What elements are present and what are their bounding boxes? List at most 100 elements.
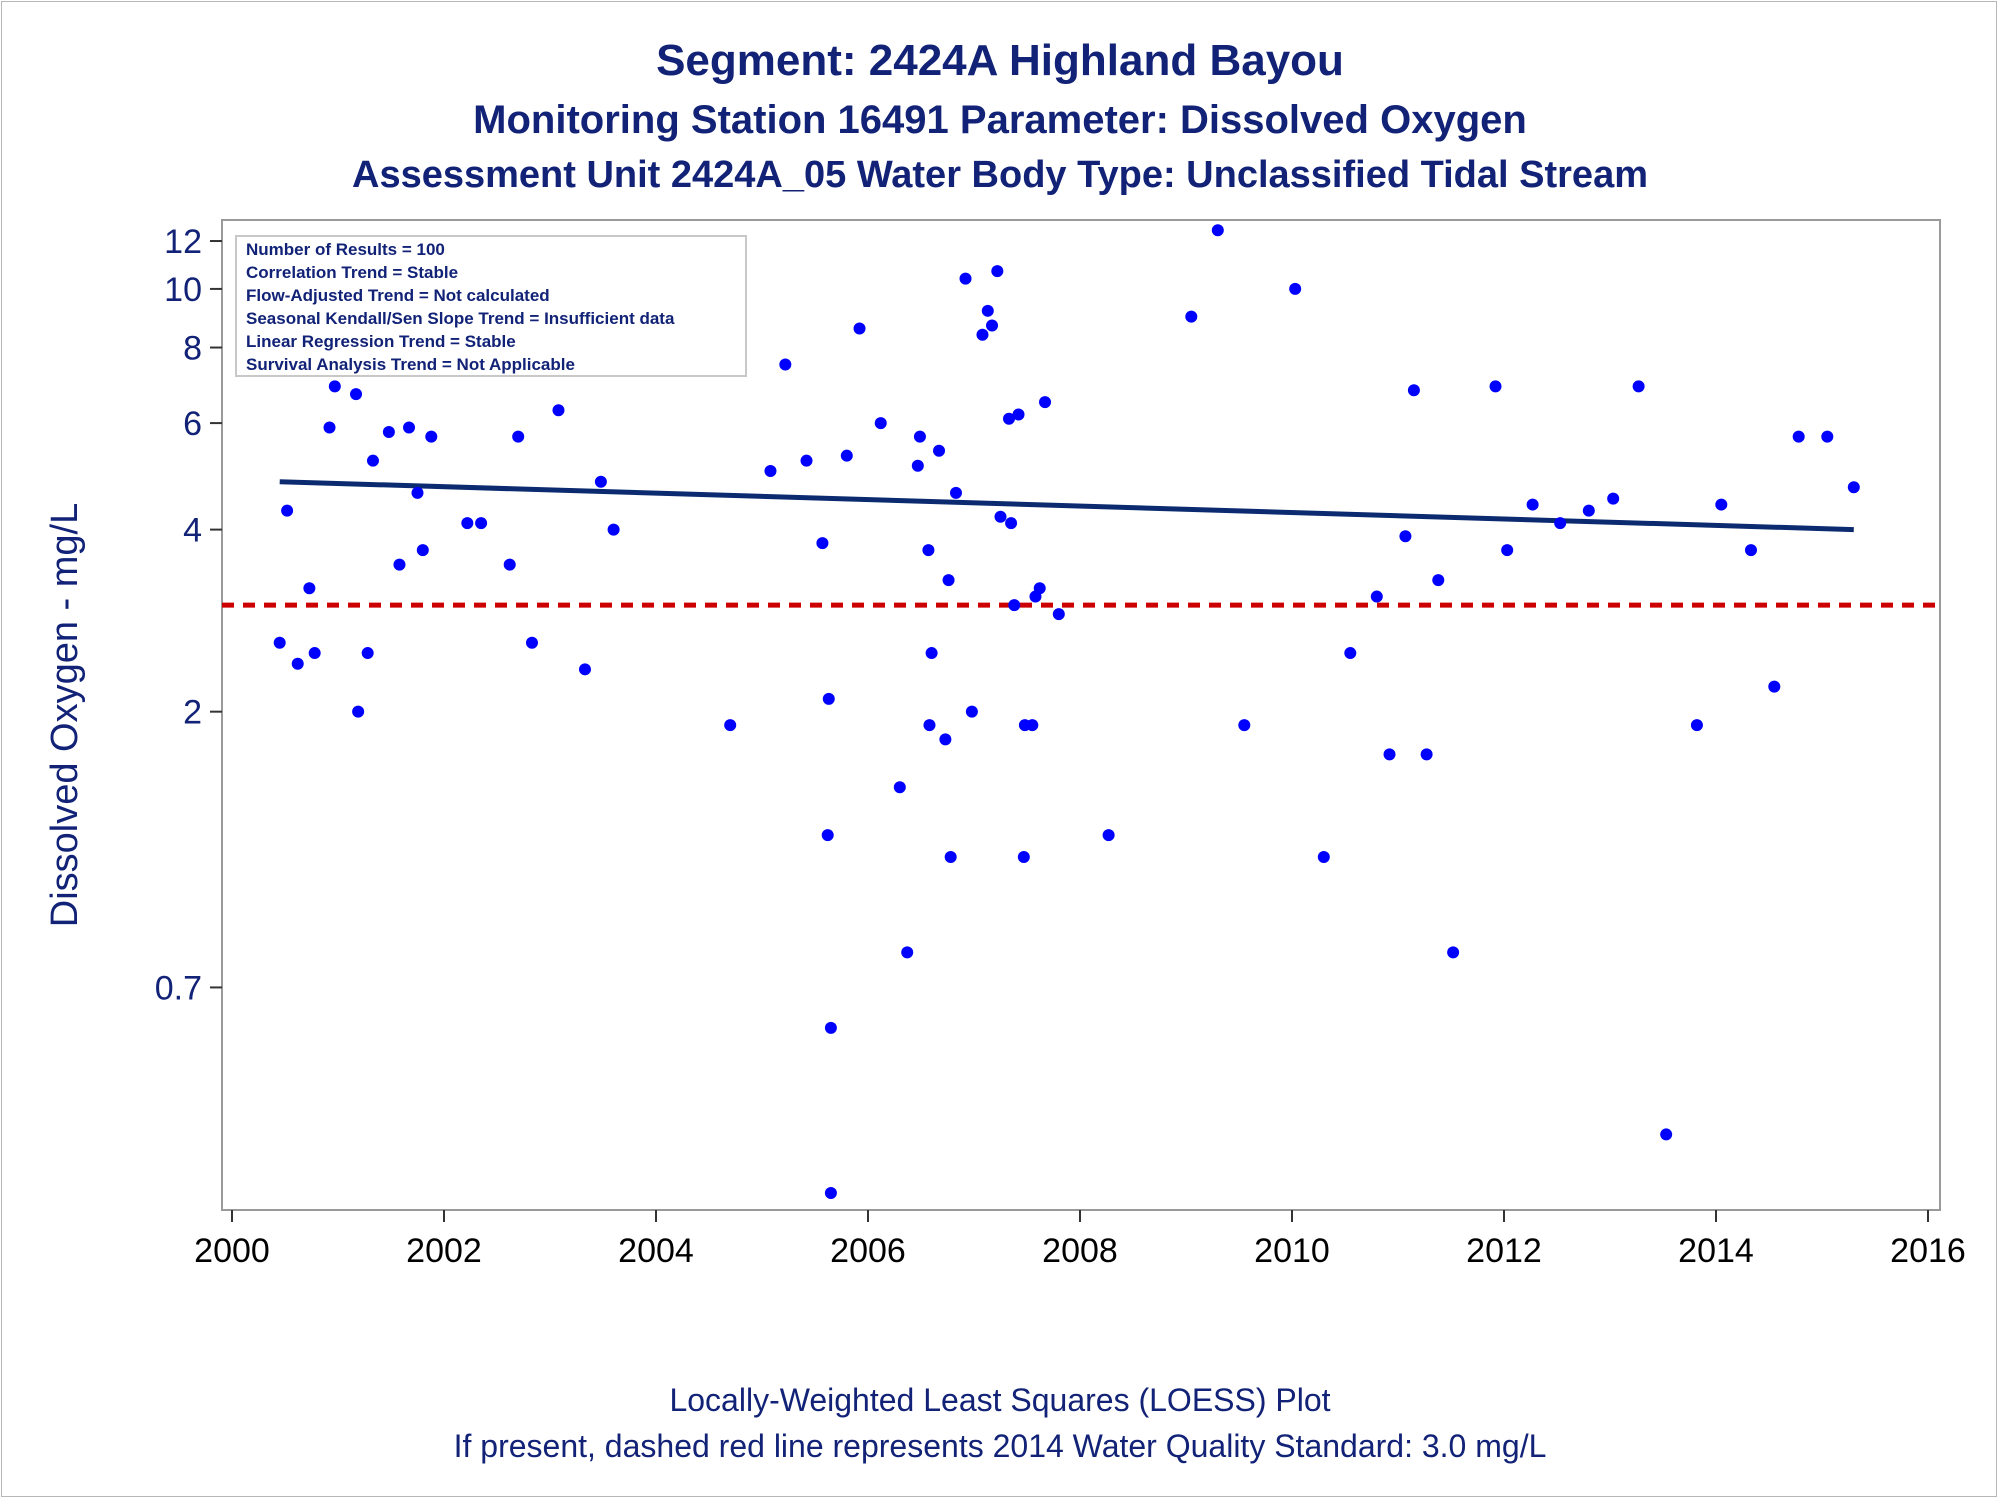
data-point xyxy=(1407,384,1420,397)
data-point xyxy=(350,388,363,401)
data-point xyxy=(1447,946,1460,959)
data-point xyxy=(425,430,438,443)
data-point xyxy=(824,1021,837,1034)
stats-line-seasonal-kendall: Seasonal Kendall/Sen Slope Trend = Insuf… xyxy=(246,309,675,328)
data-point xyxy=(933,444,946,457)
data-point xyxy=(949,486,962,499)
y-tick-label: 6 xyxy=(183,405,202,443)
data-point xyxy=(512,430,525,443)
y-tick-label: 4 xyxy=(183,512,202,550)
stats-line-results: Number of Results = 100 xyxy=(246,240,445,259)
data-point xyxy=(1792,430,1805,443)
data-point xyxy=(1420,748,1433,761)
data-point xyxy=(1399,530,1412,543)
data-point xyxy=(779,358,792,371)
data-point xyxy=(1017,851,1030,864)
data-point xyxy=(1052,608,1065,621)
data-point xyxy=(1238,719,1251,732)
stats-line-correlation: Correlation Trend = Stable xyxy=(246,263,458,282)
data-point xyxy=(273,636,286,649)
data-point xyxy=(821,829,834,842)
data-point xyxy=(1582,504,1595,517)
data-point xyxy=(874,417,887,430)
data-point xyxy=(382,426,395,439)
data-point xyxy=(976,328,989,341)
data-point xyxy=(901,946,914,959)
data-point xyxy=(578,663,591,676)
data-point xyxy=(461,517,474,530)
data-point xyxy=(416,544,429,557)
data-point xyxy=(911,459,924,472)
data-point xyxy=(1554,517,1567,530)
data-point xyxy=(1847,481,1860,494)
data-point xyxy=(403,421,416,434)
axes: 2000 2002 2004 2006 2008 2010 2012 2014 2016 0.7 2… xyxy=(155,223,1966,1270)
data-point xyxy=(764,464,777,477)
y-tick-label: 8 xyxy=(183,330,202,368)
data-point xyxy=(1370,590,1383,603)
trend-line xyxy=(279,479,1854,533)
data-point xyxy=(1211,224,1224,237)
data-point xyxy=(1768,680,1781,693)
data-point xyxy=(1501,544,1514,557)
x-tick-label: 2016 xyxy=(1890,1232,1966,1270)
data-point xyxy=(986,319,999,332)
footnote-loess: Locally-Weighted Least Squares (LOESS) P… xyxy=(669,1382,1331,1418)
data-point xyxy=(942,574,955,587)
data-point xyxy=(291,657,304,670)
footnote-standard: If present, dashed red line represents 2… xyxy=(453,1428,1547,1464)
data-point xyxy=(1317,851,1330,864)
stats-line-survival: Survival Analysis Trend = Not Applicable xyxy=(246,355,575,374)
data-point xyxy=(1005,517,1018,530)
data-point xyxy=(994,510,1007,523)
stats-box: Number of Results = 100 Correlation Tren… xyxy=(235,235,747,377)
data-point xyxy=(1008,599,1021,612)
data-point xyxy=(1489,380,1502,393)
data-point xyxy=(352,705,365,718)
data-point xyxy=(1660,1128,1673,1141)
data-point xyxy=(525,636,538,649)
data-point xyxy=(1715,498,1728,511)
data-point xyxy=(503,558,516,571)
data-point xyxy=(1102,829,1115,842)
data-point xyxy=(411,486,424,499)
x-tick-label: 2000 xyxy=(194,1232,270,1270)
data-point xyxy=(913,430,926,443)
y-tick-label: 12 xyxy=(164,223,202,261)
data-point xyxy=(1039,396,1052,409)
data-point xyxy=(328,380,341,393)
stats-line-linear-regression: Linear Regression Trend = Stable xyxy=(246,332,516,351)
data-point xyxy=(323,421,336,434)
x-tick-label: 2004 xyxy=(618,1232,694,1270)
stats-line-flow-adjusted: Flow-Adjusted Trend = Not calculated xyxy=(246,286,550,305)
data-point xyxy=(840,449,853,462)
data-point xyxy=(922,544,935,557)
data-point xyxy=(816,537,829,550)
data-points xyxy=(273,224,1860,1200)
data-point xyxy=(991,265,1004,278)
data-point xyxy=(475,517,488,530)
chart-subtitle-station: Monitoring Station 16491 Parameter: Diss… xyxy=(473,98,1527,142)
data-point xyxy=(965,705,978,718)
x-tick-label: 2002 xyxy=(406,1232,482,1270)
x-tick-label: 2008 xyxy=(1042,1232,1118,1270)
chart-title: Segment: 2424A Highland Bayou xyxy=(656,36,1344,85)
data-point xyxy=(824,1187,837,1200)
data-point xyxy=(923,719,936,732)
data-point xyxy=(1185,310,1198,323)
data-point xyxy=(1383,748,1396,761)
data-point xyxy=(308,647,321,660)
data-point xyxy=(366,454,379,467)
data-point xyxy=(552,404,565,417)
data-point xyxy=(944,851,957,864)
data-point xyxy=(594,475,607,488)
y-tick-label: 2 xyxy=(183,694,202,732)
data-point xyxy=(1344,647,1357,660)
data-point xyxy=(281,504,294,517)
data-point xyxy=(1526,498,1539,511)
data-point xyxy=(1033,582,1046,595)
y-tick-label: 0.7 xyxy=(155,969,202,1007)
x-tick-label: 2010 xyxy=(1254,1232,1330,1270)
chart-subtitle-assessment: Assessment Unit 2424A_05 Water Body Type… xyxy=(352,154,1648,196)
